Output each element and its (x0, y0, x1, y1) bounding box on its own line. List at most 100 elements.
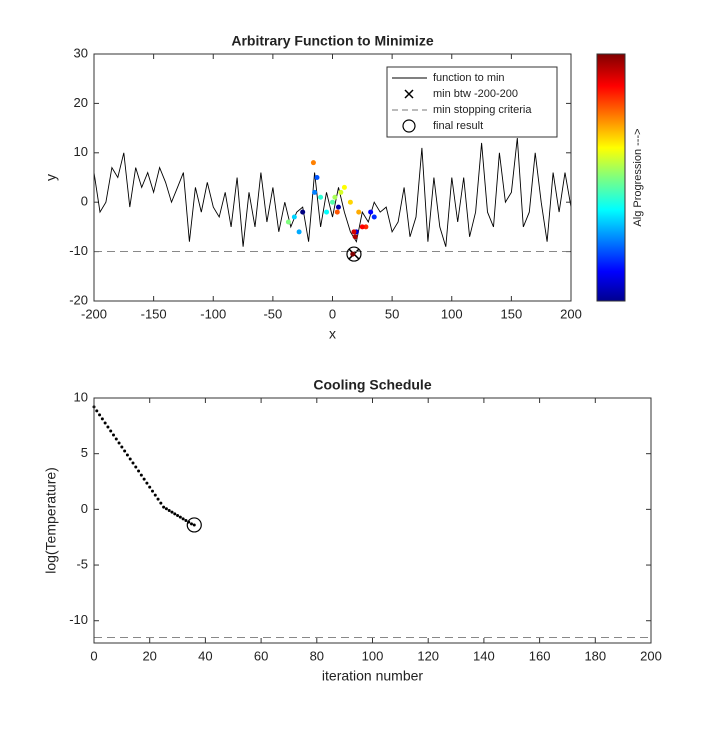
point (117, 441, 121, 445)
progression-point (296, 229, 302, 235)
progression-point (314, 175, 320, 180)
progression-point (368, 209, 374, 215)
x-tick-label: -50 (263, 306, 282, 321)
point (109, 429, 113, 433)
y-tick-label: -10 (69, 612, 88, 627)
x-tick-label: 100 (362, 648, 384, 663)
progression-point (291, 214, 297, 220)
y-tick-label: 10 (74, 144, 88, 159)
final-result (346, 246, 362, 262)
x-tick-label: 140 (473, 648, 495, 663)
x-tick-label: 100 (441, 306, 463, 321)
point (184, 519, 188, 522)
point (167, 508, 171, 512)
legend-label: min stopping criteria (433, 104, 532, 116)
point (148, 485, 152, 489)
point (95, 409, 99, 413)
y-tick-label: 30 (74, 45, 88, 60)
point (139, 473, 143, 477)
point (114, 437, 118, 441)
point (125, 453, 129, 457)
progression-point (338, 189, 344, 195)
legend-label: min btw -200-200 (433, 88, 518, 100)
x-tick-label: -200 (81, 306, 107, 321)
point (162, 505, 166, 509)
progression-point (350, 251, 356, 257)
point (106, 425, 110, 429)
x-axis-label: iteration number (322, 668, 424, 684)
y-tick-label: -5 (76, 556, 88, 571)
point (181, 517, 185, 521)
point (120, 445, 124, 449)
series-line (93, 137, 572, 247)
chart-title: Cooling Schedule (313, 377, 431, 393)
legend-symbol (404, 89, 414, 99)
y-tick-label: 20 (74, 95, 88, 110)
x-tick-label: 20 (142, 648, 156, 663)
progression-point (356, 209, 362, 215)
progression-point (285, 219, 291, 225)
y-tick-label: 10 (74, 389, 88, 404)
point (150, 489, 154, 493)
point (123, 449, 127, 453)
point (137, 469, 141, 473)
progression-point (351, 229, 357, 235)
point (98, 413, 102, 417)
axes-box (93, 53, 572, 302)
progression-point (371, 214, 377, 220)
point (173, 512, 177, 516)
point (189, 522, 193, 526)
y-tick-label: 0 (81, 501, 88, 516)
chart-title: Arbitrary Function to Minimize (231, 33, 433, 49)
legend-label: function to min (433, 72, 505, 84)
progression-point (363, 224, 369, 230)
point (192, 523, 196, 527)
x-tick-label: 50 (385, 306, 399, 321)
point (145, 481, 149, 485)
colorbar-label: Alg Progression ---> (632, 128, 644, 226)
x-tick-label: 200 (640, 648, 662, 663)
x-tick-label: 200 (560, 306, 582, 321)
point (134, 465, 138, 469)
x-tick-label: 120 (417, 648, 439, 663)
point (131, 461, 135, 465)
x-tick-label: 80 (310, 648, 324, 663)
legend-label: final result (433, 120, 483, 132)
x-axis-label: x (329, 326, 336, 342)
point (159, 501, 163, 505)
y-tick-label: -10 (69, 243, 88, 258)
y-axis-label: log(Temperature) (43, 467, 59, 574)
point (176, 513, 180, 517)
progression-point (312, 189, 318, 195)
x-tick-label: 150 (501, 306, 523, 321)
x-tick-label: 40 (198, 648, 212, 663)
x-tick-label: -150 (141, 306, 167, 321)
progression-point (332, 194, 338, 200)
y-tick-label: -20 (69, 292, 88, 307)
progression-point (335, 204, 341, 210)
x-tick-label: 180 (584, 648, 606, 663)
progression-point (310, 160, 316, 166)
point (111, 433, 115, 437)
x-tick-label: 160 (529, 648, 551, 663)
x-tick-label: 0 (329, 306, 336, 321)
point (156, 497, 160, 501)
progression-point (359, 224, 365, 230)
progression-point (341, 184, 347, 190)
point (142, 477, 146, 481)
progression-point (318, 194, 324, 200)
legend-symbol (402, 119, 416, 133)
x-tick-label: 0 (90, 648, 97, 663)
point (164, 507, 168, 511)
axes-box (93, 397, 652, 644)
x-tick-label: -100 (200, 306, 226, 321)
y-tick-label: 5 (81, 445, 88, 460)
point (170, 510, 174, 514)
plot-area (94, 398, 651, 643)
progression-point (352, 234, 358, 240)
progression-point (330, 199, 335, 205)
y-axis-label: y (43, 174, 59, 181)
x-tick-label: 60 (254, 648, 268, 663)
